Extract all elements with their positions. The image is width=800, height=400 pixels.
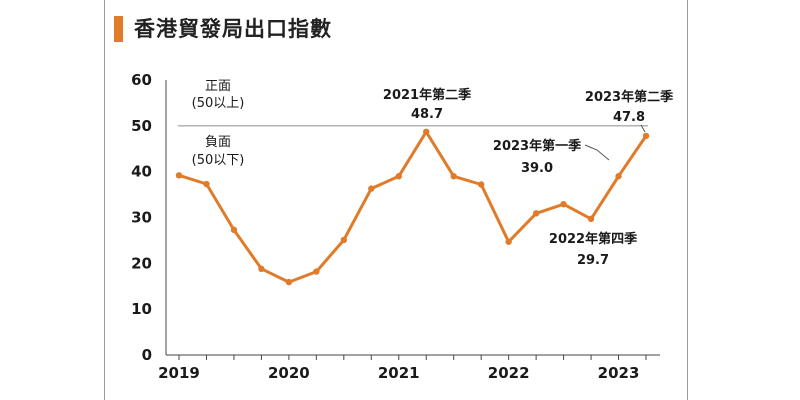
- annotation-value: 29.7: [577, 253, 609, 268]
- annotation-leader: [584, 144, 610, 161]
- data-point: [258, 265, 265, 273]
- threshold-label-below: (50以下): [192, 153, 245, 168]
- data-point: [423, 128, 430, 135]
- data-point: [642, 132, 650, 140]
- annotation-value: 39.0: [521, 161, 553, 176]
- x-tick-label: 2020: [268, 364, 310, 382]
- data-point: [203, 180, 210, 188]
- annotation-label: 2023年第二季: [585, 89, 673, 105]
- annotation-leader: [640, 124, 646, 133]
- x-tick-label: 2022: [488, 364, 530, 382]
- frame-right-line: [687, 0, 688, 400]
- y-tick-label: 20: [131, 254, 152, 272]
- frame-left-line: [104, 0, 105, 400]
- annotation-value: 47.8: [613, 110, 645, 125]
- data-point: [175, 172, 183, 179]
- threshold-group: 正面 (50以上) 負面 (50以下): [178, 79, 648, 168]
- annotation-label: 2021年第二季: [383, 87, 471, 103]
- x-tick-label: 2023: [598, 364, 640, 382]
- annotation-value: 48.7: [411, 107, 443, 122]
- data-point: [560, 201, 567, 208]
- data-point: [587, 215, 595, 223]
- data-point: [285, 278, 293, 286]
- chart-title: 香港貿發局出口指數: [134, 17, 332, 41]
- data-point: [615, 173, 622, 180]
- data-point: [477, 181, 485, 188]
- y-tick-label: 0: [142, 346, 152, 364]
- data-point: [505, 238, 512, 245]
- y-tick-label: 60: [131, 71, 152, 89]
- series-group: [175, 128, 650, 286]
- threshold-label-below: 負面: [205, 135, 231, 150]
- annotations-group: 2021年第二季 48.7 2022年第四季 29.7 2023年第一季 39.0 2023…: [383, 87, 673, 268]
- annotation-label: 2022年第四季: [549, 231, 637, 247]
- y-axis: 0 10 20 30 40 50 60: [131, 71, 167, 364]
- threshold-label-above: (50以上): [192, 96, 245, 111]
- x-tick-label: 2019: [158, 364, 200, 382]
- annotation-label: 2023年第一季: [493, 138, 581, 154]
- x-tick-label: 2021: [378, 364, 420, 382]
- data-point: [395, 173, 402, 180]
- y-tick-label: 10: [131, 300, 152, 318]
- data-point: [532, 210, 540, 217]
- data-point: [230, 226, 238, 234]
- series-line: [178, 130, 648, 284]
- data-point: [340, 236, 348, 244]
- x-axis: 2019 2020 2021 2022 2023: [158, 354, 660, 382]
- title-accent-bar: [114, 16, 123, 42]
- data-point: [313, 268, 320, 275]
- y-tick-label: 40: [131, 163, 152, 181]
- y-tick-label: 30: [131, 209, 152, 227]
- data-point: [368, 185, 375, 192]
- data-point: [450, 173, 457, 180]
- threshold-label-above: 正面: [205, 79, 231, 94]
- y-tick-label: 50: [131, 117, 152, 135]
